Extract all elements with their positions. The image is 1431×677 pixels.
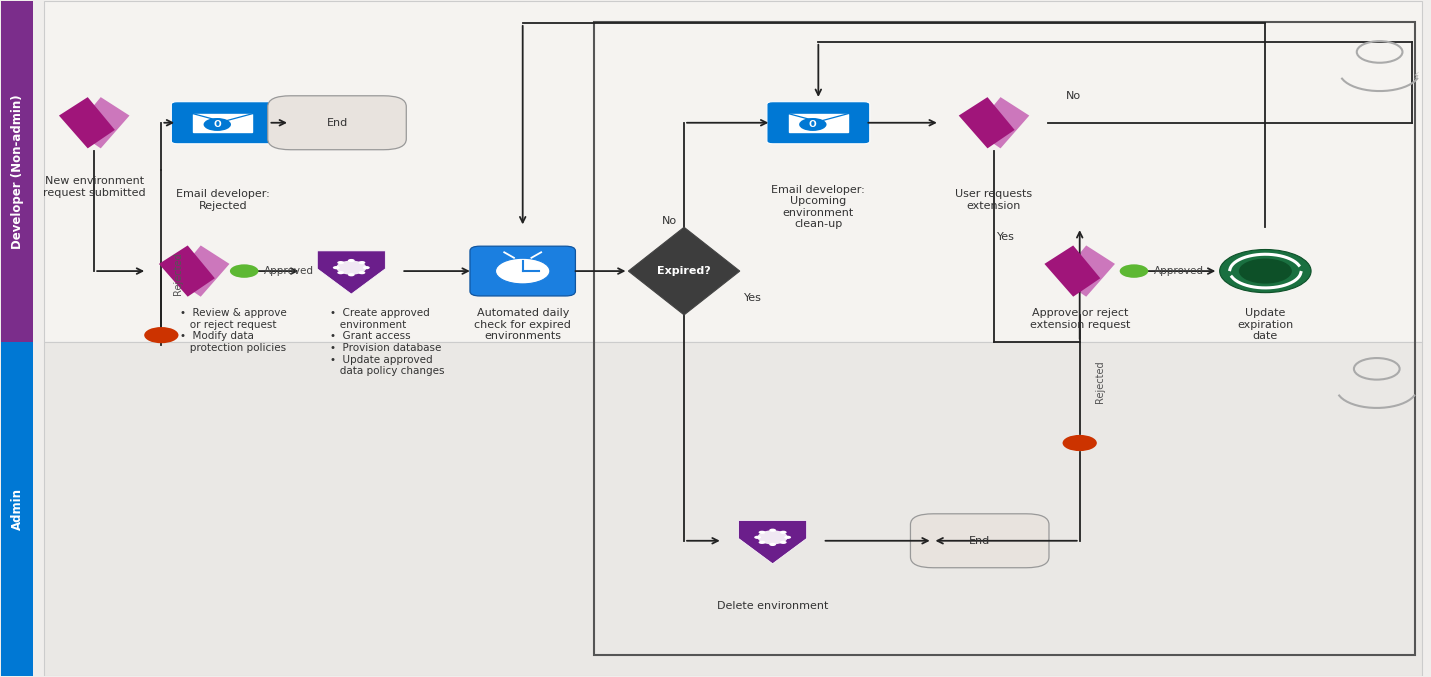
Circle shape: [495, 258, 550, 284]
Circle shape: [770, 529, 776, 532]
Text: Yes: Yes: [744, 293, 761, 303]
Circle shape: [333, 266, 339, 269]
Circle shape: [780, 531, 787, 534]
Polygon shape: [318, 251, 385, 294]
Circle shape: [203, 118, 230, 131]
Circle shape: [798, 118, 827, 131]
FancyBboxPatch shape: [44, 342, 1422, 676]
FancyBboxPatch shape: [910, 514, 1049, 568]
Text: Developer (Non-admin): Developer (Non-admin): [10, 94, 23, 249]
Circle shape: [757, 530, 787, 544]
FancyBboxPatch shape: [1, 1, 33, 342]
Text: ⚡: ⚡: [1412, 70, 1418, 81]
Polygon shape: [738, 521, 807, 564]
Text: Expired?: Expired?: [657, 266, 711, 276]
Circle shape: [780, 541, 787, 544]
Circle shape: [1219, 250, 1311, 292]
Polygon shape: [788, 114, 849, 132]
Text: O: O: [809, 120, 817, 129]
Circle shape: [363, 266, 369, 269]
Circle shape: [348, 259, 355, 262]
FancyBboxPatch shape: [172, 102, 275, 144]
Circle shape: [1239, 259, 1292, 284]
Text: Approved: Approved: [265, 266, 315, 276]
Circle shape: [348, 273, 355, 276]
Circle shape: [1119, 264, 1148, 278]
Text: No: No: [663, 215, 677, 225]
Circle shape: [336, 261, 366, 275]
Polygon shape: [159, 246, 215, 297]
Text: •  Create approved
   environment
•  Grant access
•  Provision database
•  Updat: • Create approved environment • Grant ac…: [331, 308, 445, 376]
Text: Rejected: Rejected: [1095, 360, 1105, 403]
Polygon shape: [1045, 246, 1100, 297]
Text: Email developer:
Rejected: Email developer: Rejected: [176, 190, 269, 211]
Text: New environment
request submitted: New environment request submitted: [43, 176, 146, 198]
Text: Admin: Admin: [10, 487, 23, 529]
Polygon shape: [628, 227, 740, 315]
Text: Yes: Yes: [996, 232, 1015, 242]
Polygon shape: [73, 97, 129, 148]
Circle shape: [784, 536, 791, 539]
Polygon shape: [59, 97, 114, 148]
Polygon shape: [193, 114, 252, 132]
Text: End: End: [326, 118, 348, 128]
Polygon shape: [959, 97, 1015, 148]
Text: Automated daily
check for expired
environments: Automated daily check for expired enviro…: [474, 308, 571, 341]
FancyBboxPatch shape: [44, 1, 1422, 342]
Text: •  Review & approve
   or reject request
•  Modify data
   protection policies: • Review & approve or reject request • M…: [180, 308, 286, 353]
Circle shape: [359, 261, 365, 264]
Polygon shape: [1059, 246, 1115, 297]
Circle shape: [145, 327, 179, 343]
FancyBboxPatch shape: [268, 95, 406, 150]
Text: Approved: Approved: [1153, 266, 1203, 276]
Circle shape: [359, 271, 365, 274]
Text: No: No: [1066, 91, 1080, 101]
Text: User requests
extension: User requests extension: [956, 190, 1033, 211]
Circle shape: [338, 271, 343, 274]
Text: Email developer:
Upcoming
environment
clean-up: Email developer: Upcoming environment cl…: [771, 185, 866, 230]
Circle shape: [770, 543, 776, 546]
Circle shape: [230, 264, 259, 278]
Circle shape: [754, 536, 761, 539]
Text: Update
expiration
date: Update expiration date: [1238, 308, 1294, 341]
FancyBboxPatch shape: [469, 246, 575, 296]
Circle shape: [758, 541, 766, 544]
Text: Rejected: Rejected: [173, 252, 183, 294]
Text: End: End: [969, 536, 990, 546]
Polygon shape: [173, 246, 229, 297]
Polygon shape: [973, 97, 1029, 148]
Text: Approve or reject
extension request: Approve or reject extension request: [1029, 308, 1130, 330]
FancyBboxPatch shape: [1, 342, 33, 676]
Circle shape: [1063, 435, 1096, 451]
Text: O: O: [213, 120, 222, 129]
Circle shape: [758, 531, 766, 534]
Text: Delete environment: Delete environment: [717, 601, 829, 611]
FancyBboxPatch shape: [767, 102, 870, 144]
Circle shape: [338, 261, 343, 264]
